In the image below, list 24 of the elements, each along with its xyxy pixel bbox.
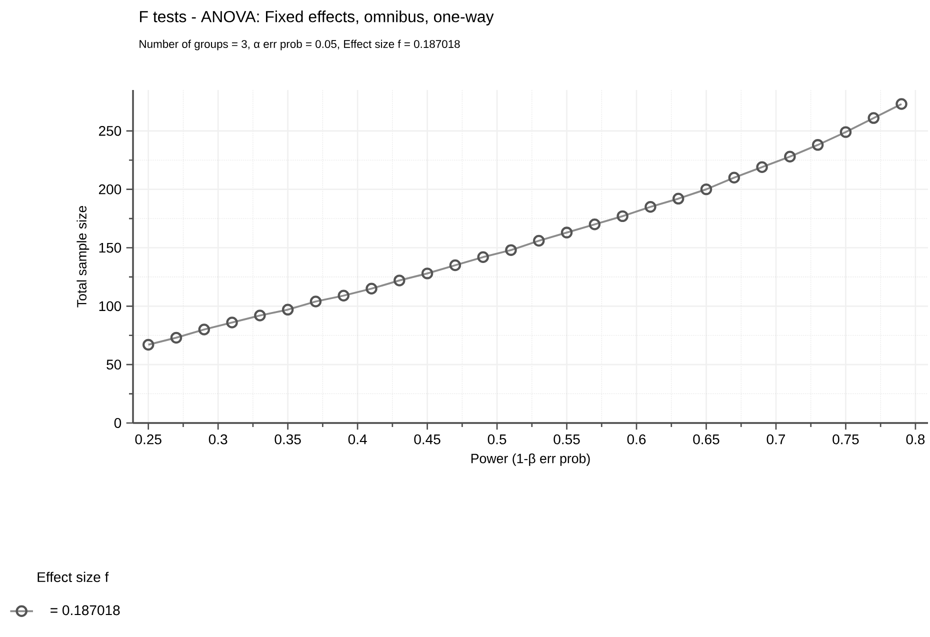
x-tick-label: 0.35 <box>274 434 301 444</box>
y-tick-label: 50 <box>106 360 122 370</box>
y-axis-title: Total sample size <box>76 206 90 308</box>
x-axis-title: Power (1-β err prob) <box>471 453 590 466</box>
legend-label: = 0.187018 <box>50 605 120 616</box>
x-tick-label: 0.7 <box>766 434 785 444</box>
legend-title: Effect size f <box>38 572 109 582</box>
x-tick-label: 0.6 <box>627 434 646 444</box>
x-tick-label: 0.25 <box>135 434 162 444</box>
y-tick-label: 0 <box>114 418 122 428</box>
x-tick-label: 0.8 <box>906 434 925 444</box>
x-tick-label: 0.4 <box>348 434 367 444</box>
y-tick-label: 100 <box>99 301 122 312</box>
chart-title: F tests - ANOVA: Fixed effects, omnibus, one-way <box>140 10 494 26</box>
x-tick-label: 0.3 <box>208 434 228 444</box>
x-tick-label: 0.45 <box>414 434 440 444</box>
x-tick-label: 0.65 <box>693 434 720 444</box>
chart-subtitle: Number of groups = 3, α err prob = 0.05, Effect size f = 0.187018 <box>140 40 460 50</box>
y-tick-label: 150 <box>99 242 122 253</box>
y-tick-label: 200 <box>98 184 122 194</box>
x-tick-label: 0.5 <box>488 434 506 444</box>
y-tick-label: 250 <box>98 126 122 136</box>
x-tick-label: 0.55 <box>554 434 580 444</box>
x-tick-label: 0.75 <box>832 434 859 444</box>
